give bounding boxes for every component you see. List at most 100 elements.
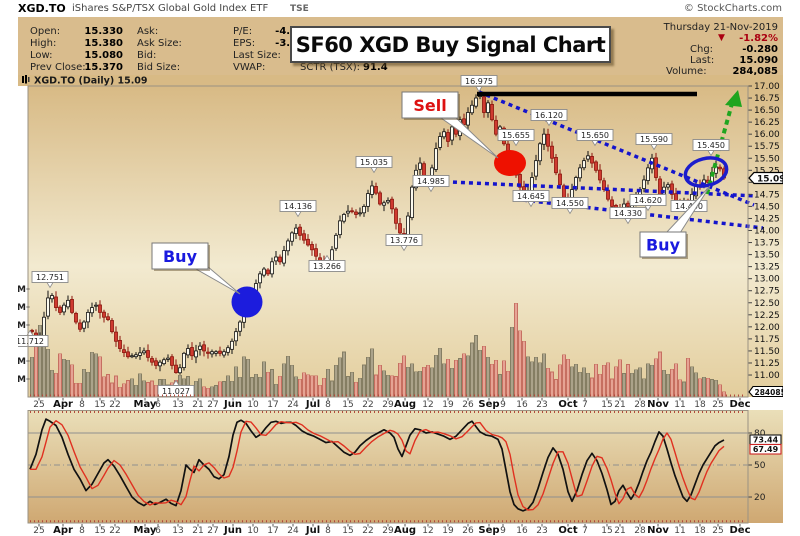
wedge-trendline xyxy=(478,90,755,207)
price-label-text: 11.027 xyxy=(162,387,190,396)
xaxis-day-label: 15 xyxy=(342,400,353,410)
volume-bar xyxy=(450,368,454,398)
candle-body xyxy=(138,352,142,356)
volume-bar xyxy=(238,376,242,398)
price-axis-label: 11.00 xyxy=(754,371,780,381)
volume-bar xyxy=(270,369,274,398)
candle-body xyxy=(350,210,354,213)
volume-bar xyxy=(298,378,302,398)
price-label-text: 12.751 xyxy=(36,273,64,282)
volume-bar xyxy=(454,359,458,398)
price-axis-label: 13.00 xyxy=(754,275,780,285)
quote-label: Bid Size: xyxy=(137,62,181,73)
price-label: 14.620 xyxy=(629,194,667,212)
xaxis-day-label: 26 xyxy=(462,526,474,536)
price-axis-label: 15.50 xyxy=(754,154,780,164)
xaxis-day-label: 12 xyxy=(422,526,433,536)
candle-body xyxy=(274,256,278,262)
rsi-line-black xyxy=(29,418,725,512)
candle-body xyxy=(666,184,670,188)
quote-label: EPS: xyxy=(233,38,256,49)
candle-body xyxy=(134,354,138,358)
callout-box xyxy=(151,242,209,270)
quote-label: Ask Size: xyxy=(137,38,182,49)
volume-bar xyxy=(634,369,638,398)
candle-body xyxy=(286,240,290,252)
candle-body xyxy=(554,157,558,174)
volume-bar xyxy=(518,330,522,398)
price-label: 15.590 xyxy=(635,133,673,151)
quote-label: VWAP: xyxy=(233,62,266,73)
candle-body xyxy=(494,119,498,135)
quote-value: 15.080 xyxy=(84,50,123,61)
price-label-text: 14.136 xyxy=(284,202,312,211)
candle-body xyxy=(390,198,394,210)
volume-bar xyxy=(558,364,562,398)
price-axis-label: 12.00 xyxy=(754,323,780,333)
candle-body xyxy=(50,295,54,300)
candle-body xyxy=(202,344,206,352)
down-triangle-icon: ▼ xyxy=(718,33,725,43)
chg-label: Chg: xyxy=(690,44,714,55)
volume-bar xyxy=(374,374,378,398)
candle-body xyxy=(646,167,650,181)
volume-bar xyxy=(678,379,682,398)
volume-bar xyxy=(702,377,706,398)
volume-bar xyxy=(98,356,102,398)
change-percent: -1.82% xyxy=(739,33,778,44)
price-label: 14.330 xyxy=(609,207,647,225)
xaxis-day-label: 13 xyxy=(172,400,183,410)
rsi-axis-label: 50 xyxy=(754,461,766,471)
volume-bar xyxy=(410,363,414,398)
volume-bar xyxy=(242,356,246,398)
candle-body xyxy=(266,269,270,275)
xaxis-day-label: 28 xyxy=(634,526,646,536)
xaxis-month-label: Oct xyxy=(558,525,577,536)
volume-bar xyxy=(526,356,530,398)
rsi-signal-value-box: 67.49 xyxy=(749,443,782,455)
callout-text: Buy xyxy=(646,236,681,255)
candle-body xyxy=(198,345,202,350)
xaxis-month-label: Aug xyxy=(394,525,416,536)
xaxis-day-label: 26 xyxy=(462,400,474,410)
candle-body xyxy=(482,96,486,113)
xaxis-day-label: 15 xyxy=(94,400,105,410)
volume-bar xyxy=(522,340,526,398)
volume-bar xyxy=(390,375,394,398)
volume-bar xyxy=(414,371,418,398)
xaxis-month-label: Nov xyxy=(647,399,669,410)
volume-bar xyxy=(66,360,70,398)
main-price-chart: XGD.TO (Daily) 15.091M2M3M4M5M6M12.75111… xyxy=(18,75,783,410)
volume-bar xyxy=(714,379,718,398)
price-label-box xyxy=(308,260,346,272)
price-label-text: 16.120 xyxy=(535,111,563,120)
candle-body xyxy=(306,238,310,246)
volume-bar xyxy=(582,367,586,398)
xaxis-month-label: Apr xyxy=(53,399,73,410)
quote-label: Prev Close: xyxy=(30,62,86,73)
candle-body xyxy=(182,352,186,368)
volume-bar xyxy=(102,376,106,398)
rsi-last-value-box: 73.44 xyxy=(749,434,782,446)
price-axis-label: 14.00 xyxy=(754,227,780,237)
price-axis-label: 12.75 xyxy=(754,287,780,297)
price-label-text: 11.712 xyxy=(18,337,44,346)
price-axis-label: 14.25 xyxy=(754,214,780,224)
volume-bar xyxy=(706,377,710,398)
price-label: 15.655 xyxy=(497,129,535,147)
candle-body xyxy=(54,296,58,308)
candle-body xyxy=(410,186,414,218)
xaxis-day-label: 23 xyxy=(536,400,547,410)
rsi-axis-label: 20 xyxy=(754,493,766,503)
quote-label: Open: xyxy=(30,26,61,37)
price-label-box xyxy=(355,156,393,168)
volume-bar xyxy=(550,371,554,398)
candle-body xyxy=(194,350,198,358)
price-axis-label: 11.75 xyxy=(754,335,780,345)
price-label: 15.035 xyxy=(355,156,393,174)
candle-body xyxy=(586,155,590,160)
last-price-box: 15.09 xyxy=(748,171,783,185)
xaxis-day-label: 18 xyxy=(694,400,706,410)
